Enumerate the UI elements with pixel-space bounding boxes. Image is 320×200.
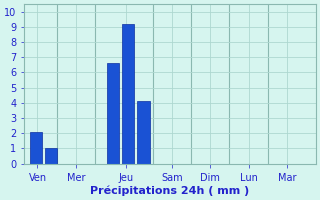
Bar — [137, 101, 149, 164]
X-axis label: Précipitations 24h ( mm ): Précipitations 24h ( mm ) — [90, 185, 250, 196]
Bar — [30, 132, 42, 164]
Bar — [45, 148, 58, 164]
Bar — [122, 24, 134, 164]
Bar — [107, 63, 119, 164]
